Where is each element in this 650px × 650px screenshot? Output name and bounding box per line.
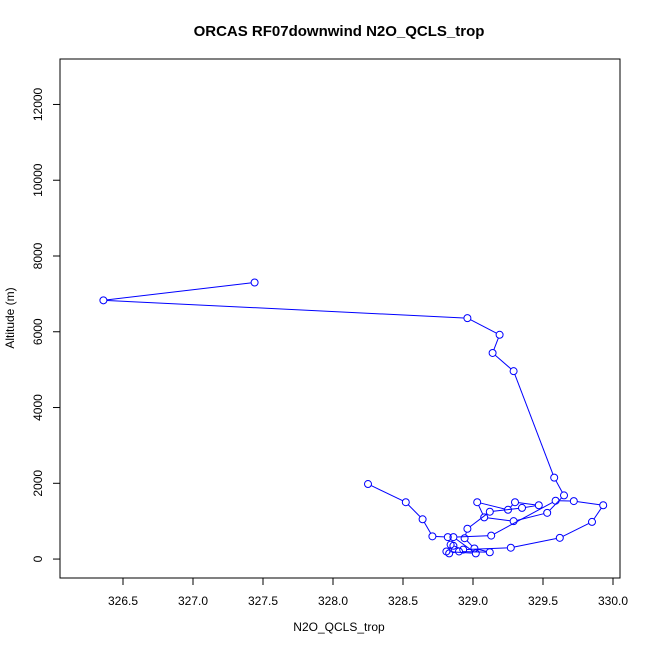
series-line-segment (493, 507, 519, 512)
y-axis: 0 2000 4000 6000 8000 10000 12000 (31, 87, 61, 562)
series-line-segment (106, 299, 464, 319)
data-point (599, 501, 608, 510)
series-line-segment (555, 480, 563, 493)
series-line-segment (469, 513, 488, 528)
series-line-segment (370, 485, 403, 502)
series-line-segment (494, 354, 512, 370)
data-point (560, 491, 568, 500)
data-point (463, 314, 472, 323)
series-line-segment (593, 507, 602, 520)
x-axis-label: N2O_QCLS_trop (293, 620, 385, 634)
data-point (99, 296, 108, 305)
series-line-segment (466, 547, 508, 550)
data-point (442, 547, 451, 556)
data-point (506, 543, 515, 552)
chart-title: ORCAS RF07downwind N2O_QCLS_trop (194, 23, 485, 40)
data-point (364, 480, 372, 489)
data-point (495, 330, 504, 339)
data-point (509, 517, 518, 526)
data-point (485, 548, 494, 557)
y-tick-label: 0 (31, 555, 45, 562)
data-point (459, 545, 468, 554)
data-point (449, 533, 458, 542)
y-tick-label: 10000 (31, 163, 45, 197)
data-point (473, 498, 482, 507)
series-line-segment (477, 548, 487, 552)
series-line-segment (423, 522, 432, 534)
series-line-segment (106, 282, 252, 301)
x-tick-label: 329.5 (528, 594, 558, 608)
data-point (470, 544, 479, 553)
y-tick-label: 8000 (31, 242, 45, 269)
data-point (534, 501, 543, 510)
x-tick-label: 330.0 (598, 594, 628, 608)
series-line-segment (514, 374, 554, 475)
series-line-segment (480, 502, 505, 510)
data-point (511, 498, 519, 507)
data-point (480, 513, 489, 522)
series-line-segment (470, 319, 497, 334)
data-point (509, 367, 518, 376)
y-tick-label: 6000 (31, 318, 45, 345)
series-line-segment (525, 505, 536, 508)
data-point (543, 508, 552, 517)
series-line-segment (493, 337, 499, 350)
data-point (488, 348, 497, 357)
data-point (487, 531, 496, 540)
x-tick-label: 328.5 (388, 594, 418, 608)
series-line-segment (407, 504, 421, 518)
x-tick-label: 328.0 (318, 594, 348, 608)
x-tick-label: 326.5 (108, 594, 138, 608)
data-point (555, 533, 564, 542)
x-axis: 326.5 327.0 327.5 328.0 328.5 329.0 329.5 330.0 (108, 577, 628, 608)
x-tick-label: 329.0 (458, 594, 488, 608)
series-line-segment (466, 540, 473, 547)
data-point (504, 505, 512, 514)
y-tick-label: 2000 (31, 470, 45, 497)
plot-area-frame (59, 58, 621, 579)
series-line-segment (494, 501, 553, 535)
data-point (250, 278, 259, 287)
x-tick-label: 327.5 (248, 594, 278, 608)
data-point (401, 498, 410, 507)
data-point (550, 473, 559, 482)
data-point (446, 540, 455, 549)
data-point (569, 497, 578, 506)
series-line-segment (478, 505, 484, 515)
y-tick-label: 12000 (31, 87, 45, 121)
data-point (485, 507, 494, 516)
y-tick-label: 4000 (31, 394, 45, 421)
data-point (463, 524, 472, 533)
data-point (443, 533, 452, 542)
y-axis-label: Altitude (m) (3, 287, 17, 348)
series-line-segment (577, 501, 600, 506)
data-point (471, 549, 480, 558)
series-layer (99, 278, 608, 558)
series-line-segment (518, 502, 536, 506)
data-point (518, 503, 526, 512)
data-point (455, 547, 463, 556)
series-line-segment (562, 523, 590, 537)
series-line-segment (456, 535, 488, 538)
series-line-segment (487, 517, 511, 522)
series-line-segment (510, 504, 513, 508)
data-point (428, 532, 437, 541)
data-point (551, 496, 560, 505)
series-line-segment (514, 538, 557, 548)
data-point (418, 515, 427, 524)
x-tick-label: 327.0 (178, 594, 208, 608)
data-point (588, 517, 596, 526)
data-point (460, 534, 469, 543)
